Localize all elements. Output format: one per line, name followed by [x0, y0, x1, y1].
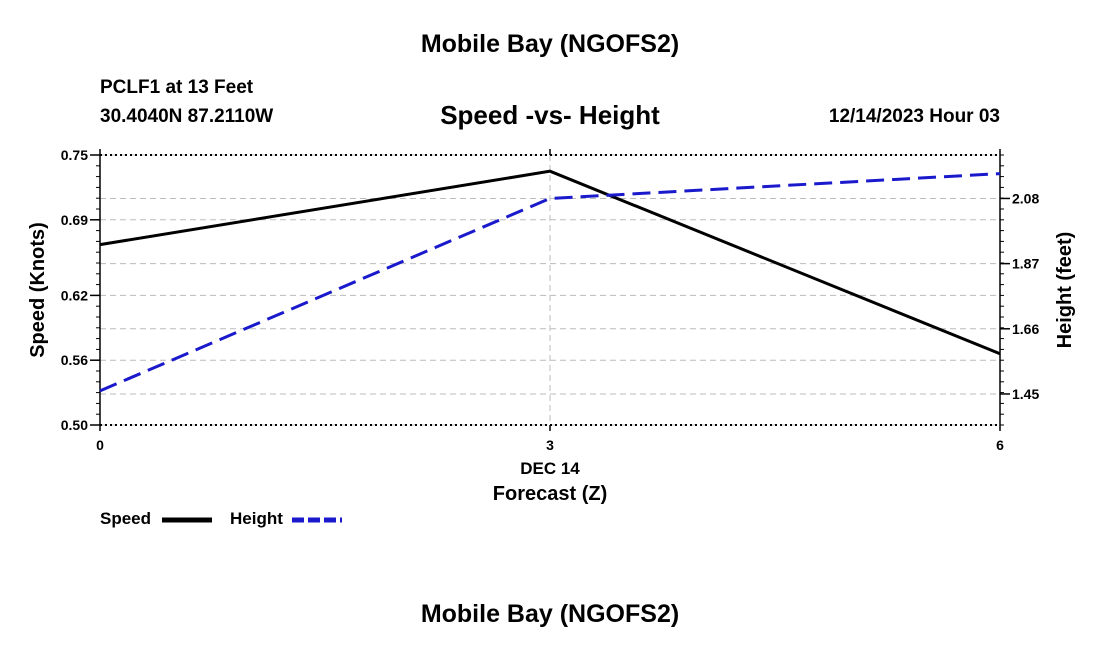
station-label: PCLF1 at 13 Feet: [100, 77, 254, 98]
x-axis-title: Forecast (Z): [493, 483, 607, 505]
left-tick-label: 0.62: [61, 287, 88, 303]
y-axis-right-title: Height (feet): [1054, 232, 1076, 349]
x-date-label: DEC 14: [520, 459, 580, 478]
right-tick-label: 1.66: [1012, 321, 1039, 337]
left-tick-label: 0.50: [61, 417, 88, 433]
legend-height-label: Height: [230, 509, 283, 528]
right-tick-label: 1.87: [1012, 256, 1039, 272]
left-tick-label: 0.75: [61, 147, 88, 163]
x-tick-label: 0: [96, 437, 104, 453]
legend-speed-label: Speed: [100, 509, 152, 528]
coordinates-label: 30.4040N 87.2110W: [100, 106, 274, 127]
right-tick-label: 1.45: [1012, 386, 1039, 402]
left-tick-label: 0.56: [61, 352, 88, 368]
x-tick-label: 6: [996, 437, 1004, 453]
y-axis-left-title: Speed (Knots): [27, 222, 49, 358]
chart-title: Speed -vs- Height: [440, 100, 660, 130]
speed-series-line: [99, 169, 1001, 356]
left-tick-label: 0.69: [61, 212, 88, 228]
footer-title: Mobile Bay (NGOFS2): [420, 600, 680, 628]
x-tick-label: 3: [546, 437, 554, 453]
main-title: Mobile Bay (NGOFS2): [420, 30, 680, 58]
date-hour-label: 12/14/2023 Hour 03: [828, 106, 1000, 127]
right-tick-label: 2.08: [1012, 190, 1039, 206]
height-series-line: [99, 172, 1001, 393]
